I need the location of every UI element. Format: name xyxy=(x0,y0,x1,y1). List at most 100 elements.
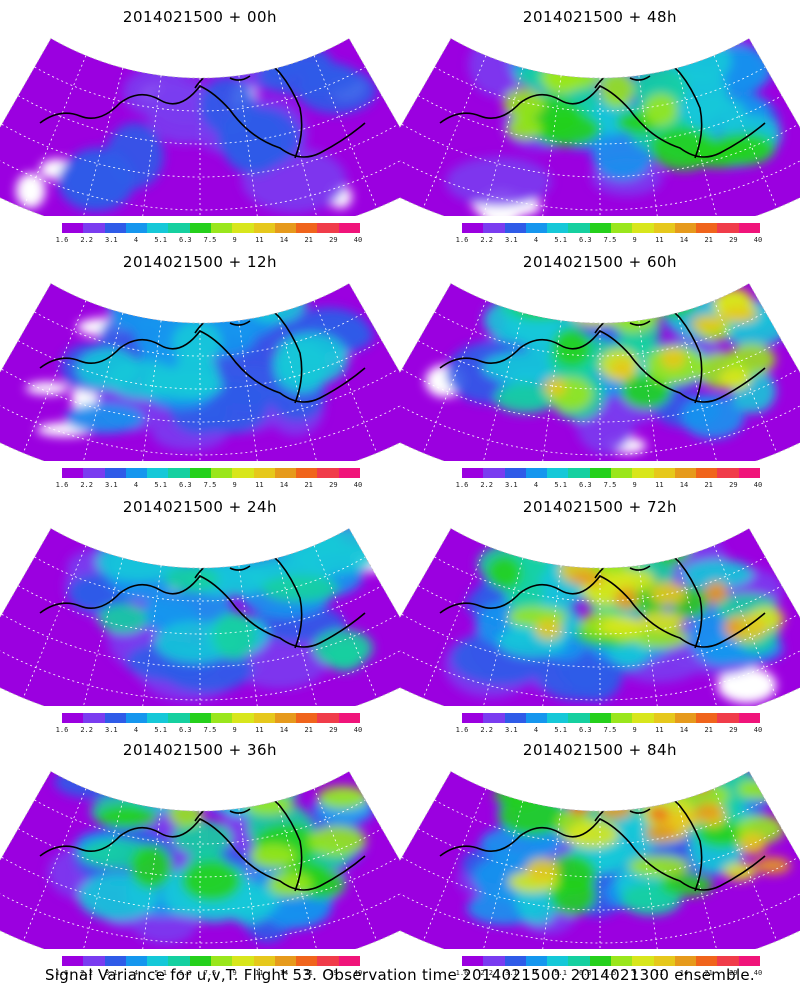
colorbar-swatch xyxy=(232,713,254,723)
colorbar-swatch xyxy=(125,713,148,723)
variance-contour xyxy=(632,626,689,649)
colorbar-tick-label: 40 xyxy=(753,726,763,734)
colorbar-swatch xyxy=(483,956,505,966)
panel-title: 2014021500 + 72h xyxy=(522,498,678,516)
colorbar-swatch xyxy=(653,713,675,723)
colorbar-tick-label: 40 xyxy=(353,726,363,734)
colorbar-swatch xyxy=(610,468,633,478)
colorbar-tick-label: 21 xyxy=(304,481,313,489)
variance-contour xyxy=(525,858,559,882)
colorbar-tick-label: 40 xyxy=(753,236,763,244)
colorbar-tick-label: 11 xyxy=(255,236,264,244)
variance-contour xyxy=(209,528,277,558)
colorbar-swatch xyxy=(147,468,169,478)
colorbar-tick-label: 29 xyxy=(329,726,338,734)
variance-contour xyxy=(754,856,791,875)
colorbar-swatch xyxy=(610,956,633,966)
colorbar-tick-label: 21 xyxy=(704,236,713,244)
colorbar-tick-label: 1.6 xyxy=(455,726,469,734)
variance-contour xyxy=(723,862,757,881)
latitude-line xyxy=(0,885,400,944)
variance-map xyxy=(400,37,800,216)
panel-title: 2014021500 + 12h xyxy=(122,253,278,271)
colorbar-swatch xyxy=(504,223,526,233)
colorbar-swatch xyxy=(104,956,126,966)
panel-title: 2014021500 + 00h xyxy=(122,8,278,26)
colorbar-ticks: 1.6 2.2 3.1 4 5.1 6.3 7.5 9 11 14 21 29 40 xyxy=(450,726,770,736)
colorbar-swatch xyxy=(189,223,211,233)
variance-contour xyxy=(599,616,647,637)
latitude-line xyxy=(0,642,400,701)
latitude-line xyxy=(401,123,799,178)
colorbar-tick-label: 9 xyxy=(632,726,637,734)
colorbar-swatch xyxy=(210,713,233,723)
colorbar xyxy=(462,223,760,233)
colorbar-tick-label: 4 xyxy=(533,969,539,977)
colorbar-ticks: 1.6 2.2 3.1 4 5.1 6.3 7.5 9 11 14 21 29 40 xyxy=(450,236,770,246)
colorbar-swatch xyxy=(696,223,718,233)
latitude-line xyxy=(0,152,400,211)
colorbar-swatch xyxy=(104,223,126,233)
variance-contour xyxy=(569,797,590,816)
colorbar-swatch xyxy=(104,713,126,723)
panel-title: 2014021500 + 24h xyxy=(122,498,278,516)
colorbar-tick-label: 4 xyxy=(133,481,139,489)
variance-contour xyxy=(597,283,656,328)
variance-contour xyxy=(65,402,145,434)
variance-contour xyxy=(723,617,743,637)
colorbar-tick-label: 14 xyxy=(679,236,689,244)
colorbar xyxy=(62,223,360,233)
variance-contour xyxy=(612,771,643,797)
variance-contour xyxy=(639,610,685,632)
variance-contour xyxy=(546,853,597,895)
variance-map xyxy=(0,770,400,949)
colorbar-swatch xyxy=(717,956,739,966)
variance-contour xyxy=(194,528,266,566)
colorbar-tick-label: 1.6 xyxy=(455,236,469,244)
colorbar-ticks: 1.6 2.2 3.1 4 5.1 6.3 7.5 9 11 14 21 29 40 xyxy=(50,236,370,246)
colorbar-swatch xyxy=(338,713,360,723)
variance-contour xyxy=(681,559,754,589)
colorbar-tick-label: 3.1 xyxy=(505,236,518,244)
colorbar-swatch xyxy=(62,223,84,233)
colorbar-tick-label: 29 xyxy=(729,969,738,977)
variance-contour xyxy=(156,773,211,812)
variance-contour xyxy=(575,528,670,568)
colorbar-swatch xyxy=(253,223,275,233)
colorbar-swatch xyxy=(83,956,105,966)
colorbar-tick-label: 3.1 xyxy=(505,969,518,977)
colorbar-swatch xyxy=(168,956,190,966)
variance-contour xyxy=(208,347,287,408)
variance-contour xyxy=(691,314,726,334)
colorbar-ticks: 1.6 2.2 3.1 4 5.1 6.3 7.5 9 11 14 21 29 40 xyxy=(450,481,770,491)
variance-contour xyxy=(107,286,162,332)
latitude-line xyxy=(1,123,399,178)
colorbar-swatch xyxy=(253,713,275,723)
colorbar-swatch xyxy=(125,468,148,478)
variance-contour xyxy=(737,778,784,800)
variance-contour xyxy=(493,782,541,808)
colorbar-swatch xyxy=(274,956,297,966)
colorbar-swatch xyxy=(147,223,169,233)
colorbar-swatch xyxy=(296,713,318,723)
colorbar-tick-label: 7.5 xyxy=(203,726,217,734)
colorbar-swatch xyxy=(104,468,126,478)
colorbar-tick-label: 9 xyxy=(232,969,237,977)
colorbar-tick-label: 11 xyxy=(655,969,664,977)
variance-contour xyxy=(132,38,244,79)
colorbar-swatch xyxy=(147,713,169,723)
colorbar-swatch xyxy=(504,713,526,723)
colorbar-swatch xyxy=(338,223,360,233)
colorbar-tick-label: 4 xyxy=(133,726,139,734)
colorbar-swatch xyxy=(653,956,675,966)
colorbar-tick-label: 40 xyxy=(353,481,363,489)
colorbar-tick-label: 2.2 xyxy=(480,969,493,977)
colorbar-swatch xyxy=(504,468,526,478)
variance-contour xyxy=(531,537,558,555)
colorbar-swatch xyxy=(125,223,148,233)
latitude-line xyxy=(401,613,799,668)
latitude-line xyxy=(401,368,799,423)
panel-title: 2014021500 + 48h xyxy=(522,8,678,26)
latitude-line xyxy=(400,642,800,701)
colorbar-swatch xyxy=(317,468,339,478)
